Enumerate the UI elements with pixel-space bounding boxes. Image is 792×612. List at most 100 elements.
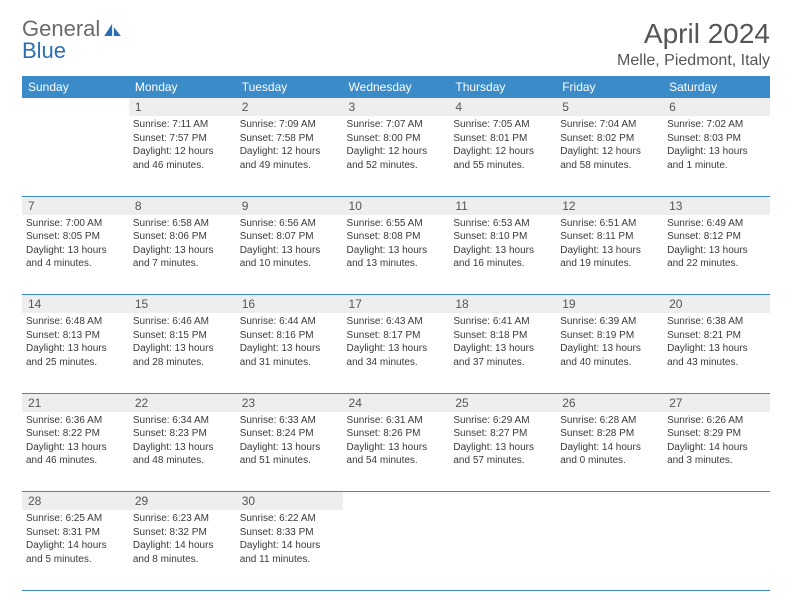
daylight2-text: and 22 minutes. [667,257,766,271]
header: GeneralBlue April 2024 Melle, Piedmont, … [22,18,770,70]
day-cell: Sunrise: 6:53 AMSunset: 8:10 PMDaylight:… [449,215,556,295]
daylight2-text: and 11 minutes. [240,553,339,567]
sunset-text: Sunset: 8:23 PM [133,427,232,441]
daylight1-text: Daylight: 12 hours [133,145,232,159]
day-number: 11 [449,196,556,215]
sunset-text: Sunset: 8:24 PM [240,427,339,441]
sunset-text: Sunset: 8:31 PM [26,526,125,540]
daynum-row: 282930 [22,492,770,511]
sunrise-text: Sunrise: 6:56 AM [240,217,339,231]
sunset-text: Sunset: 8:17 PM [347,329,446,343]
sunset-text: Sunset: 7:57 PM [133,132,232,146]
day-number: 13 [663,196,770,215]
day-number: 10 [343,196,450,215]
day-cell: Sunrise: 6:51 AMSunset: 8:11 PMDaylight:… [556,215,663,295]
sunrise-text: Sunrise: 6:53 AM [453,217,552,231]
day-cell: Sunrise: 6:56 AMSunset: 8:07 PMDaylight:… [236,215,343,295]
daylight1-text: Daylight: 12 hours [240,145,339,159]
daylight1-text: Daylight: 14 hours [667,441,766,455]
daylight1-text: Daylight: 13 hours [240,244,339,258]
sunrise-text: Sunrise: 6:58 AM [133,217,232,231]
daynum-row: 123456 [22,98,770,116]
day-cell: Sunrise: 7:00 AMSunset: 8:05 PMDaylight:… [22,215,129,295]
day-number: 15 [129,295,236,314]
sunrise-text: Sunrise: 6:49 AM [667,217,766,231]
weekday-header: Sunday [22,76,129,98]
daylight1-text: Daylight: 13 hours [347,342,446,356]
day-cell: Sunrise: 6:46 AMSunset: 8:15 PMDaylight:… [129,313,236,393]
day-cell: Sunrise: 7:04 AMSunset: 8:02 PMDaylight:… [556,116,663,196]
day-cell: Sunrise: 7:05 AMSunset: 8:01 PMDaylight:… [449,116,556,196]
day-cell [663,510,770,590]
sunset-text: Sunset: 8:26 PM [347,427,446,441]
daylight2-text: and 34 minutes. [347,356,446,370]
sunrise-text: Sunrise: 7:04 AM [560,118,659,132]
week-row: Sunrise: 6:48 AMSunset: 8:13 PMDaylight:… [22,313,770,393]
sunset-text: Sunset: 8:12 PM [667,230,766,244]
sunrise-text: Sunrise: 6:26 AM [667,414,766,428]
day-number [343,492,450,511]
weekday-header: Thursday [449,76,556,98]
day-cell: Sunrise: 6:38 AMSunset: 8:21 PMDaylight:… [663,313,770,393]
daylight1-text: Daylight: 13 hours [133,244,232,258]
day-cell: Sunrise: 6:26 AMSunset: 8:29 PMDaylight:… [663,412,770,492]
daylight1-text: Daylight: 13 hours [26,244,125,258]
sunset-text: Sunset: 8:13 PM [26,329,125,343]
daylight2-text: and 19 minutes. [560,257,659,271]
day-cell: Sunrise: 6:41 AMSunset: 8:18 PMDaylight:… [449,313,556,393]
daylight1-text: Daylight: 13 hours [453,441,552,455]
sunset-text: Sunset: 8:02 PM [560,132,659,146]
sunrise-text: Sunrise: 6:22 AM [240,512,339,526]
week-row: Sunrise: 6:25 AMSunset: 8:31 PMDaylight:… [22,510,770,590]
daylight2-text: and 49 minutes. [240,159,339,173]
sunset-text: Sunset: 8:21 PM [667,329,766,343]
sunset-text: Sunset: 8:32 PM [133,526,232,540]
day-number: 17 [343,295,450,314]
sunset-text: Sunset: 8:06 PM [133,230,232,244]
sunrise-text: Sunrise: 6:31 AM [347,414,446,428]
week-row: Sunrise: 7:11 AMSunset: 7:57 PMDaylight:… [22,116,770,196]
daylight1-text: Daylight: 13 hours [347,244,446,258]
sunrise-text: Sunrise: 7:09 AM [240,118,339,132]
daylight1-text: Daylight: 13 hours [240,441,339,455]
daylight1-text: Daylight: 13 hours [560,342,659,356]
day-cell [22,116,129,196]
day-cell: Sunrise: 6:31 AMSunset: 8:26 PMDaylight:… [343,412,450,492]
weekday-header: Wednesday [343,76,450,98]
daylight2-text: and 31 minutes. [240,356,339,370]
daylight2-text: and 28 minutes. [133,356,232,370]
day-cell: Sunrise: 6:49 AMSunset: 8:12 PMDaylight:… [663,215,770,295]
sunset-text: Sunset: 8:33 PM [240,526,339,540]
day-cell: Sunrise: 6:58 AMSunset: 8:06 PMDaylight:… [129,215,236,295]
day-number: 22 [129,393,236,412]
sunrise-text: Sunrise: 6:51 AM [560,217,659,231]
daylight1-text: Daylight: 13 hours [667,145,766,159]
day-number: 27 [663,393,770,412]
day-cell: Sunrise: 7:02 AMSunset: 8:03 PMDaylight:… [663,116,770,196]
sunrise-text: Sunrise: 7:00 AM [26,217,125,231]
day-cell: Sunrise: 7:11 AMSunset: 7:57 PMDaylight:… [129,116,236,196]
day-cell: Sunrise: 6:33 AMSunset: 8:24 PMDaylight:… [236,412,343,492]
week-row: Sunrise: 6:36 AMSunset: 8:22 PMDaylight:… [22,412,770,492]
sunrise-text: Sunrise: 6:46 AM [133,315,232,329]
day-cell: Sunrise: 6:23 AMSunset: 8:32 PMDaylight:… [129,510,236,590]
sunset-text: Sunset: 8:08 PM [347,230,446,244]
sunrise-text: Sunrise: 6:29 AM [453,414,552,428]
daylight1-text: Daylight: 13 hours [26,342,125,356]
sunrise-text: Sunrise: 6:33 AM [240,414,339,428]
day-number: 16 [236,295,343,314]
day-number: 12 [556,196,663,215]
day-number: 26 [556,393,663,412]
day-number: 1 [129,98,236,116]
daylight2-text: and 5 minutes. [26,553,125,567]
daylight2-text: and 7 minutes. [133,257,232,271]
daylight2-text: and 57 minutes. [453,454,552,468]
day-cell: Sunrise: 6:29 AMSunset: 8:27 PMDaylight:… [449,412,556,492]
sunrise-text: Sunrise: 6:36 AM [26,414,125,428]
daylight1-text: Daylight: 13 hours [453,244,552,258]
daylight1-text: Daylight: 13 hours [667,342,766,356]
logo-text-2: Blue [22,38,66,63]
sunrise-text: Sunrise: 6:55 AM [347,217,446,231]
daylight2-text: and 3 minutes. [667,454,766,468]
daylight2-text: and 25 minutes. [26,356,125,370]
